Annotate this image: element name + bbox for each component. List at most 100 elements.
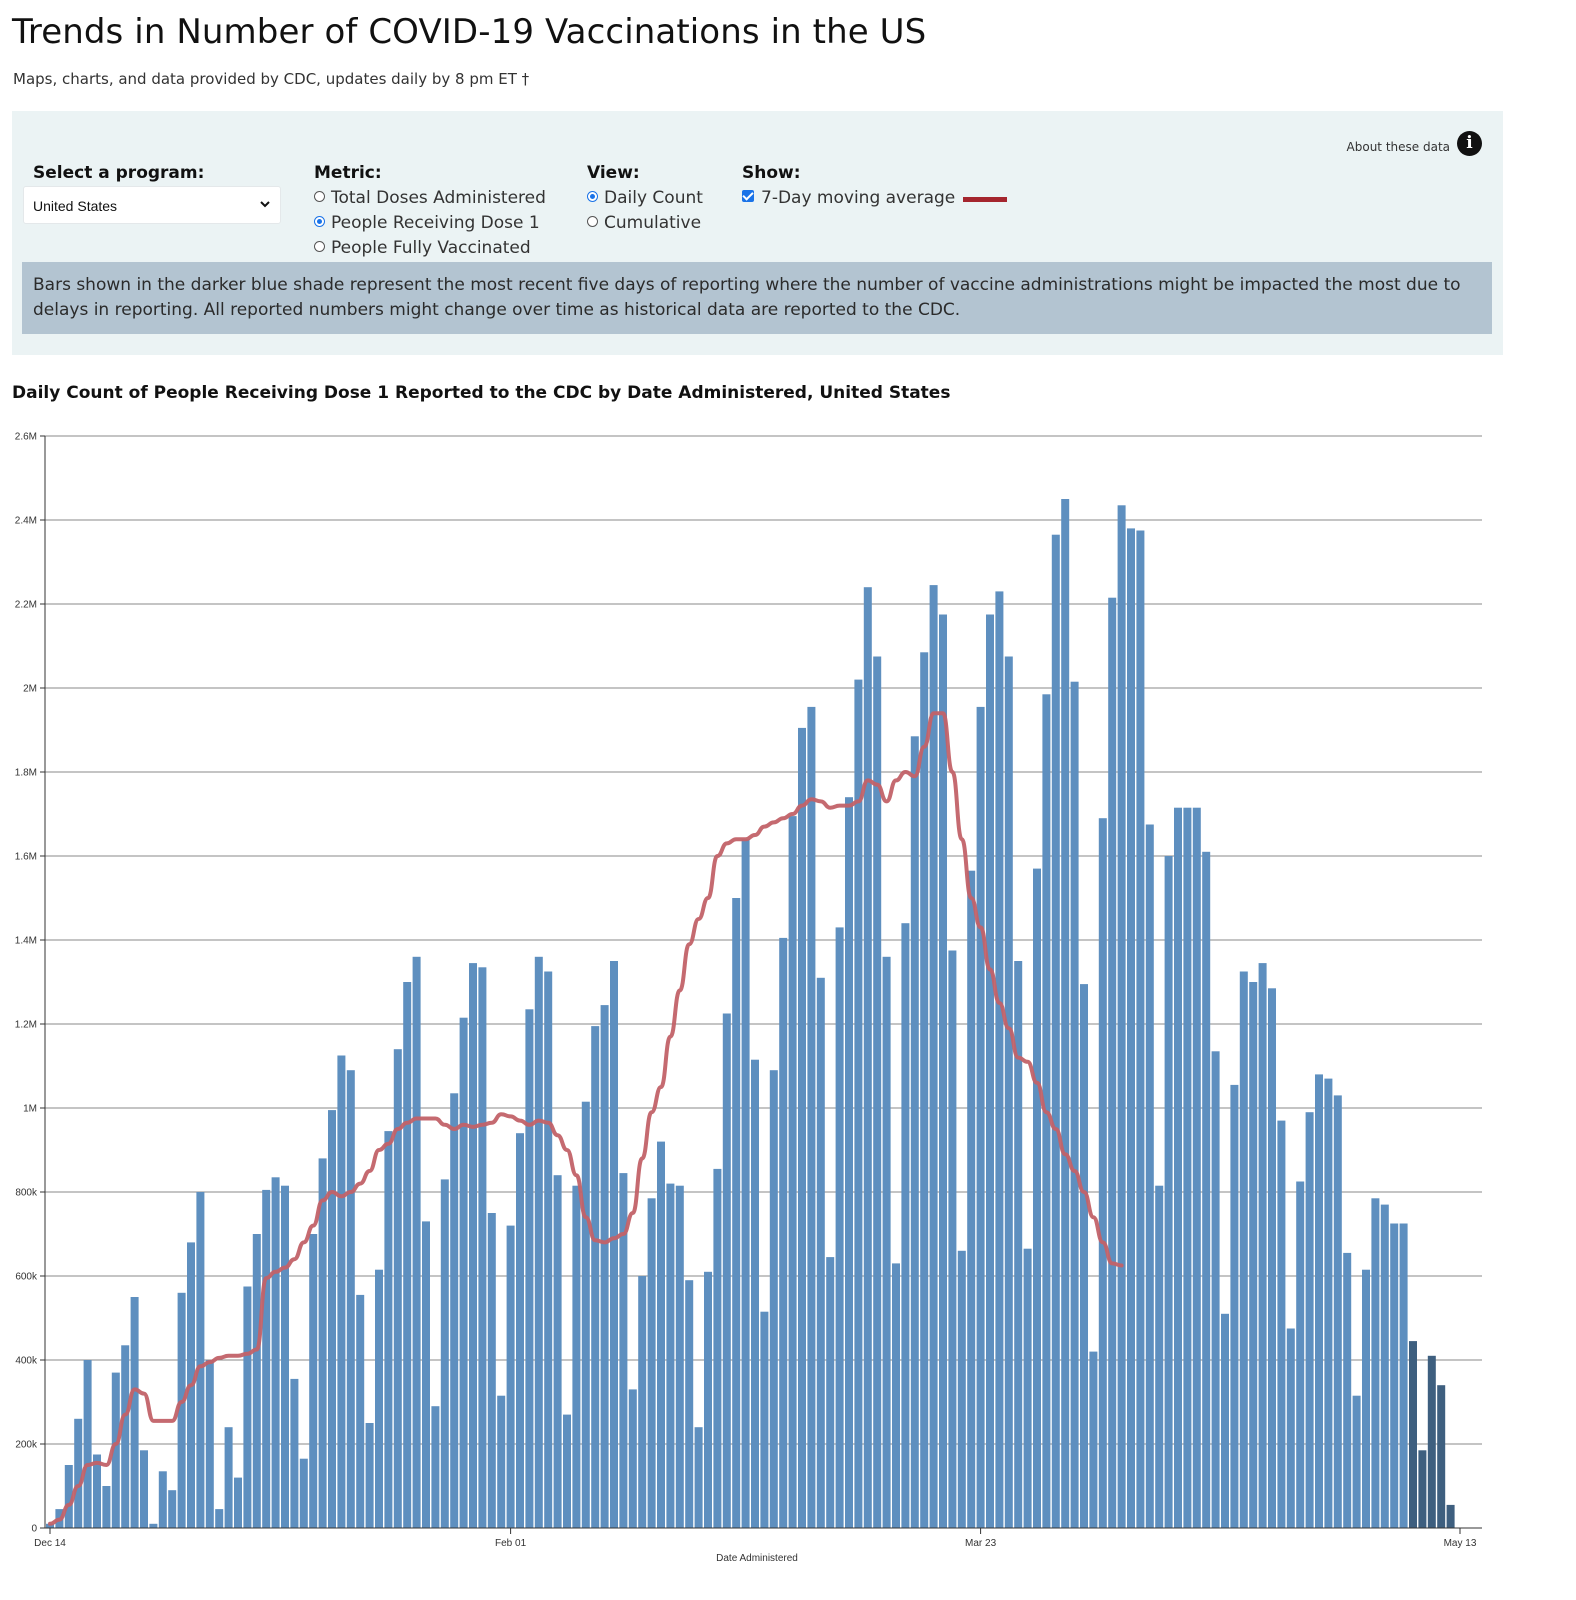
- bar: [534, 956, 543, 1528]
- bar: [939, 614, 947, 1528]
- bar: [722, 1013, 731, 1528]
- bar: [290, 1378, 299, 1528]
- bar: [591, 1026, 600, 1528]
- bar: [497, 1395, 506, 1528]
- bar: [948, 950, 957, 1528]
- bar: [826, 1257, 835, 1528]
- moving-average-layer: [48, 711, 1124, 1526]
- metric-radio-fully-vaccinated[interactable]: [314, 241, 325, 252]
- bar: [779, 937, 788, 1528]
- metric-option-dose-1[interactable]: People Receiving Dose 1: [314, 213, 540, 233]
- bar: [572, 1185, 581, 1528]
- bar: [299, 1458, 308, 1528]
- bar: [83, 1360, 92, 1528]
- program-select[interactable]: United States: [23, 186, 281, 224]
- bar: [882, 956, 891, 1528]
- bar: [393, 1049, 402, 1528]
- bar: [130, 1297, 139, 1528]
- bar: [553, 1175, 562, 1528]
- axes: 0 200k 400k 600k 800k 1M 1.2M 1.4M 1.6M 1.8M 2M 2.2…: [15, 432, 1482, 1549]
- bar: [873, 656, 882, 1528]
- bar: [798, 727, 806, 1528]
- bar: [309, 1234, 318, 1528]
- view-option-cumulative[interactable]: Cumulative: [587, 213, 701, 233]
- bar: [1249, 982, 1258, 1528]
- bar: [788, 816, 797, 1528]
- bar: [957, 1250, 966, 1528]
- bar: [205, 1360, 214, 1528]
- about-these-data-link[interactable]: About these data: [1346, 140, 1450, 154]
- metric-radio-dose-1[interactable]: [314, 216, 325, 227]
- bar: [328, 1110, 336, 1528]
- metric-option-label: Total Doses Administered: [331, 188, 546, 208]
- bar: [1324, 1078, 1333, 1528]
- bar: [140, 1450, 148, 1528]
- bar: [1061, 499, 1070, 1528]
- bar: [1070, 681, 1079, 1528]
- y-tick-label: 2.2M: [15, 600, 37, 611]
- info-icon[interactable]: i: [1457, 131, 1482, 156]
- bar: [1390, 1223, 1399, 1528]
- bar: [628, 1389, 637, 1528]
- bar: [600, 1005, 609, 1528]
- bar: [64, 1465, 73, 1528]
- bar: [1315, 1074, 1323, 1528]
- bar: [196, 1192, 205, 1528]
- show-moving-average-option[interactable]: 7-Day moving average: [742, 188, 955, 208]
- bar: [1343, 1252, 1352, 1528]
- y-tick-label: 1.2M: [15, 1020, 37, 1031]
- view-radio-cumulative[interactable]: [587, 216, 598, 227]
- bar: [1211, 1051, 1220, 1528]
- bar: [1418, 1450, 1427, 1528]
- bar: [506, 1225, 515, 1528]
- bar: [713, 1168, 722, 1528]
- bar: [685, 1280, 694, 1528]
- bar: [168, 1490, 177, 1528]
- view-radio-daily-count[interactable]: [587, 191, 598, 202]
- bar: [356, 1294, 365, 1528]
- x-tick-label: Feb 01: [495, 1538, 527, 1549]
- bar: [252, 1234, 261, 1528]
- bar: [224, 1427, 233, 1528]
- bar: [901, 923, 910, 1528]
- bar: [1023, 1248, 1032, 1528]
- bar: [1380, 1204, 1389, 1528]
- bar: [375, 1269, 383, 1528]
- bar: [346, 1070, 355, 1528]
- metric-option-fully-vaccinated[interactable]: People Fully Vaccinated: [314, 238, 531, 258]
- bar: [243, 1286, 252, 1528]
- bar: [1202, 851, 1211, 1528]
- bar: [384, 1131, 393, 1528]
- y-tick-label: 1.4M: [15, 936, 37, 947]
- bar: [1268, 988, 1276, 1528]
- bar: [318, 1158, 327, 1528]
- metric-label: Metric:: [314, 163, 382, 183]
- bar: [440, 1179, 449, 1528]
- moving-average-checkbox[interactable]: [742, 190, 754, 202]
- metric-option-total-doses[interactable]: Total Doses Administered: [314, 188, 546, 208]
- chart-title: Daily Count of People Receiving Dose 1 R…: [12, 383, 951, 403]
- bar: [638, 1276, 647, 1528]
- bar: [1183, 807, 1192, 1528]
- y-tick-label: 400k: [15, 1356, 38, 1367]
- y-tick-label: 1.6M: [15, 852, 37, 863]
- view-option-daily-count[interactable]: Daily Count: [587, 188, 703, 208]
- bar: [1286, 1328, 1295, 1528]
- bar: [1136, 530, 1145, 1528]
- y-tick-label: 2M: [23, 684, 37, 695]
- bar: [694, 1427, 703, 1528]
- x-tick-label: Dec 14: [34, 1538, 66, 1549]
- x-axis-label: Date Administered: [716, 1553, 798, 1564]
- bar: [337, 1055, 346, 1528]
- bar: [967, 870, 976, 1528]
- bar: [1221, 1313, 1229, 1528]
- metric-radio-total-doses[interactable]: [314, 191, 325, 202]
- bar: [403, 982, 412, 1528]
- bar: [365, 1423, 374, 1528]
- bar: [1446, 1504, 1455, 1528]
- bar: [863, 587, 872, 1528]
- view-option-label: Cumulative: [604, 213, 702, 233]
- bar: [1239, 971, 1248, 1528]
- bar: [177, 1292, 186, 1528]
- bar: [1437, 1385, 1446, 1528]
